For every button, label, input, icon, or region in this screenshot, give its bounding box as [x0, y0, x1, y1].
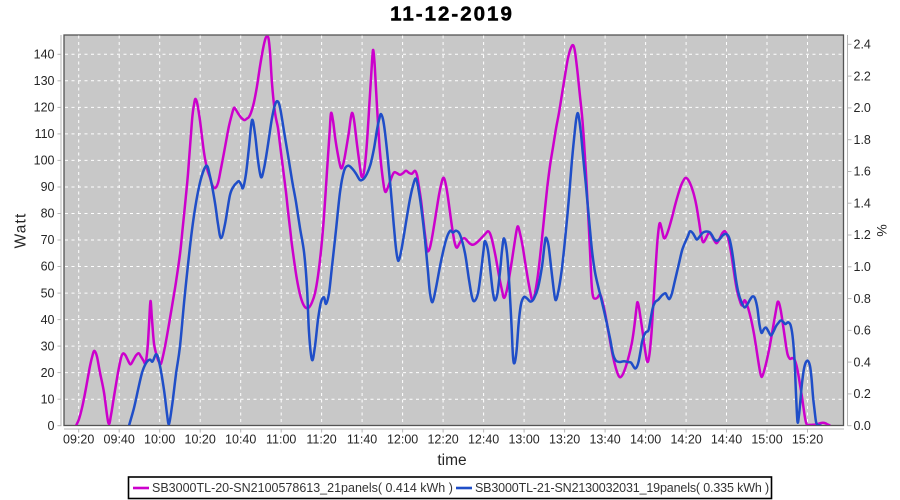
svg-text:SB3000TL-20-SN2100578613_21pan: SB3000TL-20-SN2100578613_21panels( 0.414… — [152, 481, 453, 495]
svg-text:30: 30 — [41, 339, 55, 353]
svg-text:14:40: 14:40 — [711, 433, 742, 447]
svg-text:0.8: 0.8 — [854, 292, 871, 306]
svg-text:15:20: 15:20 — [792, 433, 823, 447]
svg-text:0: 0 — [48, 419, 55, 433]
svg-text:09:20: 09:20 — [63, 433, 94, 447]
svg-text:140: 140 — [34, 48, 55, 62]
svg-text:10:20: 10:20 — [185, 433, 216, 447]
svg-text:14:20: 14:20 — [670, 433, 701, 447]
svg-text:0.6: 0.6 — [854, 324, 871, 338]
svg-text:10:40: 10:40 — [225, 433, 256, 447]
svg-text:1.6: 1.6 — [854, 165, 871, 179]
svg-text:20: 20 — [41, 366, 55, 380]
svg-text:10:00: 10:00 — [144, 433, 175, 447]
svg-text:1.2: 1.2 — [854, 228, 871, 242]
svg-text:110: 110 — [35, 127, 55, 141]
svg-text:time: time — [437, 452, 466, 469]
svg-text:12:20: 12:20 — [427, 433, 458, 447]
svg-text:11-12-2019: 11-12-2019 — [390, 2, 514, 25]
svg-text:2.0: 2.0 — [854, 101, 871, 115]
svg-text:1.0: 1.0 — [854, 260, 871, 274]
svg-text:2.2: 2.2 — [854, 69, 871, 83]
svg-text:80: 80 — [41, 207, 55, 221]
svg-text:90: 90 — [41, 180, 55, 194]
svg-text:130: 130 — [34, 74, 55, 88]
svg-text:0.4: 0.4 — [854, 355, 871, 369]
svg-text:0.2: 0.2 — [854, 387, 871, 401]
svg-text:13:00: 13:00 — [508, 433, 539, 447]
svg-text:11:40: 11:40 — [347, 433, 377, 447]
svg-text:Watt: Watt — [13, 212, 30, 248]
svg-text:13:20: 13:20 — [549, 433, 580, 447]
svg-text:12:40: 12:40 — [468, 433, 499, 447]
svg-text:11:20: 11:20 — [306, 433, 336, 447]
svg-text:%: % — [874, 224, 890, 236]
svg-text:15:00: 15:00 — [751, 433, 782, 447]
svg-text:13:40: 13:40 — [589, 433, 620, 447]
svg-text:SB3000TL-21-SN2130032031_19pan: SB3000TL-21-SN2130032031_19panels( 0.335… — [475, 481, 769, 495]
svg-text:12:00: 12:00 — [387, 433, 418, 447]
svg-text:2.4: 2.4 — [854, 38, 871, 52]
svg-text:1.8: 1.8 — [854, 133, 871, 147]
svg-text:50: 50 — [41, 286, 55, 300]
svg-text:10: 10 — [41, 392, 55, 406]
svg-text:0.0: 0.0 — [854, 419, 871, 433]
svg-text:60: 60 — [41, 260, 55, 274]
svg-text:09:40: 09:40 — [104, 433, 135, 447]
svg-text:11:00: 11:00 — [266, 433, 296, 447]
svg-text:40: 40 — [41, 313, 55, 327]
svg-text:1.4: 1.4 — [854, 196, 871, 210]
svg-text:14:00: 14:00 — [630, 433, 661, 447]
svg-text:70: 70 — [41, 233, 55, 247]
svg-text:100: 100 — [34, 154, 55, 168]
svg-text:120: 120 — [34, 101, 55, 115]
